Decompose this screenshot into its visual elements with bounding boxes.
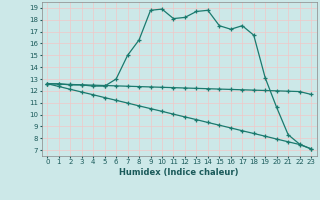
X-axis label: Humidex (Indice chaleur): Humidex (Indice chaleur): [119, 168, 239, 177]
